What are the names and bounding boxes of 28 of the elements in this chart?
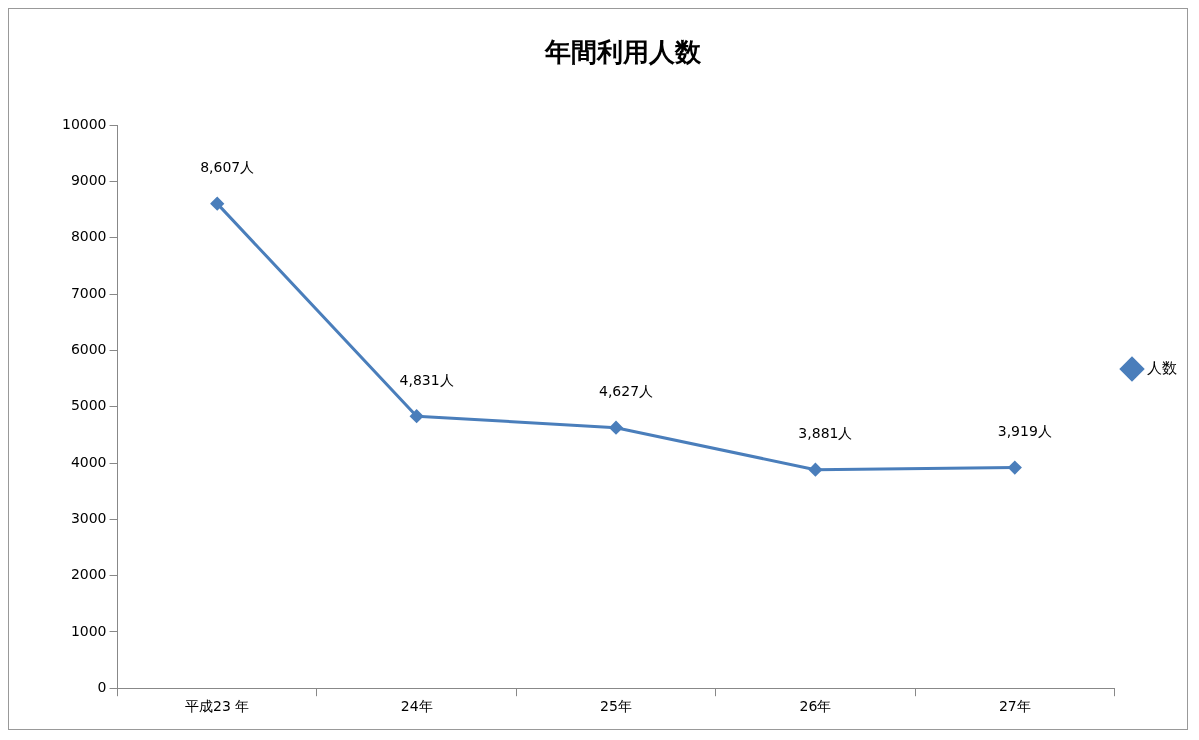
- y-tick-label: 10000: [61, 115, 107, 132]
- data-label: 3,881人: [798, 425, 853, 442]
- data-label: 8,607人: [200, 159, 255, 176]
- y-tick-label: 6000: [70, 341, 107, 358]
- data-label: 3,919人: [997, 423, 1052, 440]
- x-tick-label: 24年: [400, 698, 433, 715]
- x-tick-label: 26年: [799, 698, 832, 715]
- data-label: 4,831人: [399, 371, 454, 388]
- y-tick-label: 7000: [70, 284, 107, 301]
- point: [1008, 461, 1022, 475]
- y-tick-label: 2000: [70, 566, 107, 583]
- y-tick-label: 3000: [70, 509, 107, 526]
- point: [609, 421, 623, 435]
- point: [808, 463, 822, 477]
- y-tick-label: 9000: [70, 172, 107, 189]
- x-tick-label: 25年: [600, 698, 632, 715]
- y-tick-label: 1000: [70, 622, 107, 639]
- chart-title: 年間利用人数: [544, 37, 702, 68]
- legend-label: 人数: [1147, 358, 1177, 377]
- point: [210, 197, 224, 211]
- y-tick-label: 5000: [70, 397, 107, 414]
- y-tick-label: 4000: [70, 453, 107, 470]
- y-tick-label: 8000: [70, 228, 107, 245]
- data-label: 4,627人: [598, 383, 654, 400]
- point: [410, 409, 424, 423]
- y-tick-label: 0: [97, 678, 107, 695]
- x-tick-label: 27年: [998, 698, 1031, 715]
- x-tick-label: 平成23 年: [185, 698, 250, 715]
